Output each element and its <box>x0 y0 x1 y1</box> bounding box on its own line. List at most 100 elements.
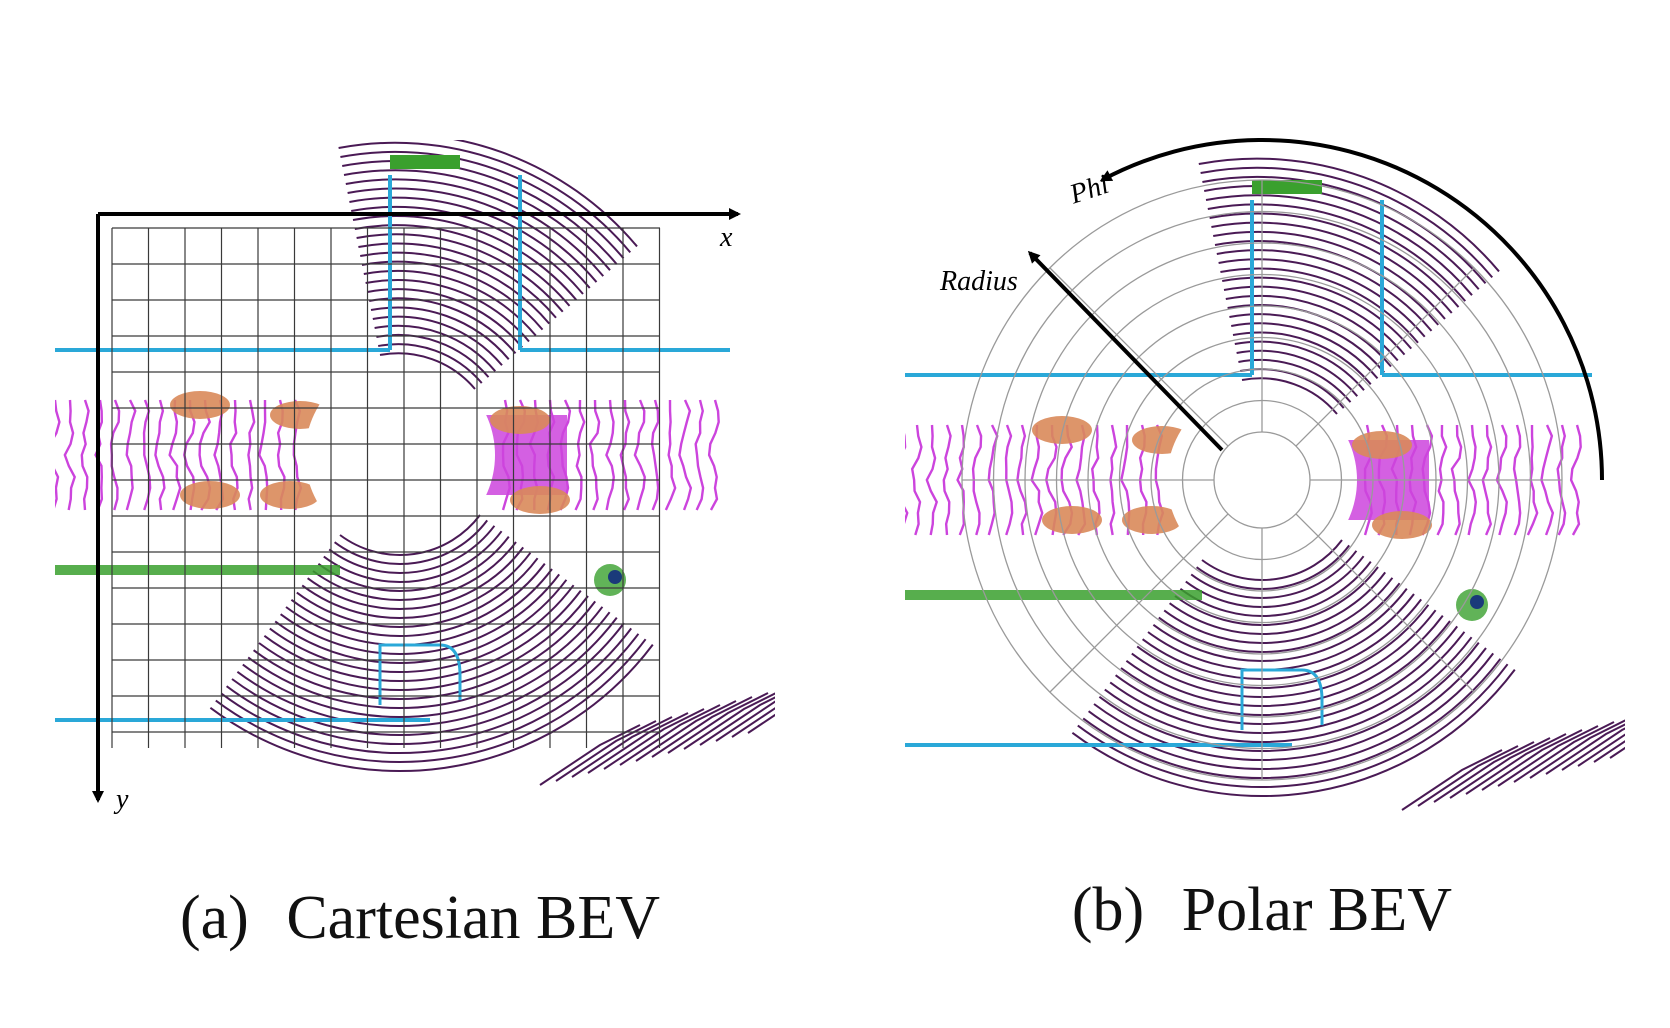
car-cluster <box>260 481 320 509</box>
scan-ring-bottom <box>1174 566 1379 626</box>
road-scan-line <box>142 399 152 511</box>
road-scan-line <box>36 400 45 510</box>
polar-spoke <box>1049 267 1229 447</box>
scan-ring-bottom <box>1077 663 1509 788</box>
scan-ring-top <box>356 233 564 313</box>
road-scan-line <box>694 399 705 511</box>
far-scan-line <box>1401 749 1503 811</box>
car-cluster <box>510 486 570 514</box>
far-scan-line <box>1465 733 1567 795</box>
far-scan-line <box>1417 745 1519 807</box>
polar-caption-text: Polar BEV <box>1182 876 1453 944</box>
scan-ring-bottom <box>1201 539 1343 581</box>
cartesian-bev-panel: x y (a) Cartesian BEV <box>36 140 775 952</box>
car-cluster <box>1372 511 1432 539</box>
cartesian-caption: (a) Cartesian BEV <box>180 884 660 952</box>
scan-ring-bottom <box>269 584 575 673</box>
polar-bev-panel: Phi Radius (b) Polar BEV <box>905 138 1625 944</box>
far-scan-line <box>619 704 721 766</box>
road-scan-line <box>619 399 631 511</box>
scan-ring-top <box>351 205 584 295</box>
road-scan-line <box>650 399 660 511</box>
scan-ring-top <box>338 141 632 254</box>
pole <box>1470 595 1484 609</box>
road-scan-line <box>63 399 77 511</box>
road-scan-line <box>168 399 182 511</box>
road-scan-line <box>247 399 256 511</box>
far-scan-line <box>683 692 775 750</box>
scan-ring-bottom <box>1093 647 1487 761</box>
scan-ring-bottom <box>339 514 481 556</box>
far-scan-line <box>699 696 775 746</box>
far-scan-line <box>1433 741 1535 803</box>
road-scan-line <box>707 399 720 511</box>
scan-ring-bottom <box>1104 636 1473 743</box>
cartesian-point-cloud <box>36 140 775 786</box>
road-scan-line <box>55 399 61 509</box>
far-scan-line <box>1497 725 1599 787</box>
car-cluster <box>180 481 240 509</box>
far-scan-line <box>587 712 689 774</box>
scan-ring-bottom <box>1082 658 1502 779</box>
scan-ring-top <box>1204 185 1480 290</box>
scan-ring-top <box>452 140 638 248</box>
road-scan-line <box>125 399 137 511</box>
far-scan-line <box>1577 733 1625 767</box>
cartesian-grid <box>111 227 661 748</box>
scan-ring-top <box>1218 258 1426 338</box>
scan-ring-bottom <box>301 552 532 619</box>
scan-ring-bottom <box>1142 598 1422 680</box>
scan-ring-top <box>343 169 611 271</box>
road-scan-line <box>1569 424 1582 536</box>
scan-ring-bottom <box>1120 620 1451 716</box>
scan-ring-bottom <box>1109 631 1466 734</box>
ego-blind-spot <box>305 360 495 550</box>
scan-ring-top <box>358 242 557 319</box>
scan-ring-bottom <box>307 546 524 610</box>
x-axis-label: x <box>719 222 733 253</box>
scan-ring-top <box>1211 221 1453 314</box>
vegetation-strip <box>55 565 340 575</box>
y-axis-label: y <box>113 784 129 815</box>
vegetation-top <box>390 155 460 169</box>
scan-ring-top <box>345 178 605 277</box>
scan-ring-top <box>1220 267 1419 344</box>
scan-ring-bottom <box>1196 544 1350 590</box>
car-cluster <box>1352 431 1412 459</box>
cartesian-caption-index: (a) <box>180 884 249 952</box>
pole <box>608 570 622 584</box>
scan-ring-bottom <box>220 633 640 754</box>
scan-ring-top <box>342 160 618 265</box>
road-scan-line <box>664 399 677 511</box>
polar-grid <box>961 179 1563 781</box>
far-scan-line <box>1481 729 1583 791</box>
scan-ring-bottom <box>263 589 582 682</box>
scan-ring-top <box>1200 166 1494 279</box>
road-scan-line <box>605 399 615 511</box>
far-scan-line <box>635 700 737 762</box>
scan-ring-top <box>1213 230 1446 320</box>
scan-ring-top <box>379 352 476 390</box>
car-cluster <box>1122 506 1182 534</box>
scan-ring-bottom <box>1179 560 1372 617</box>
phi-arc-arrow <box>1099 138 1604 481</box>
road-scan-line <box>678 399 693 511</box>
road-scan-line <box>905 432 909 525</box>
polar-caption: (b) Polar BEV <box>1072 876 1452 944</box>
scan-ring-top <box>1222 276 1413 350</box>
far-scan-line <box>603 708 705 770</box>
scan-ring-bottom <box>285 568 553 646</box>
scan-ring-top <box>1216 249 1433 332</box>
scan-ring-bottom <box>1163 577 1394 644</box>
scan-ring-bottom <box>290 562 546 637</box>
scan-ring-bottom <box>209 643 654 772</box>
scan-ring-bottom <box>258 595 589 691</box>
road-scan-line <box>80 399 90 511</box>
road-scan-line <box>910 424 923 536</box>
scan-ring-top <box>1209 212 1460 308</box>
far-scan-line <box>571 716 673 778</box>
scan-ring-bottom <box>1190 550 1358 599</box>
scan-ring-bottom <box>1115 625 1458 725</box>
scan-ring-bottom <box>274 579 568 664</box>
